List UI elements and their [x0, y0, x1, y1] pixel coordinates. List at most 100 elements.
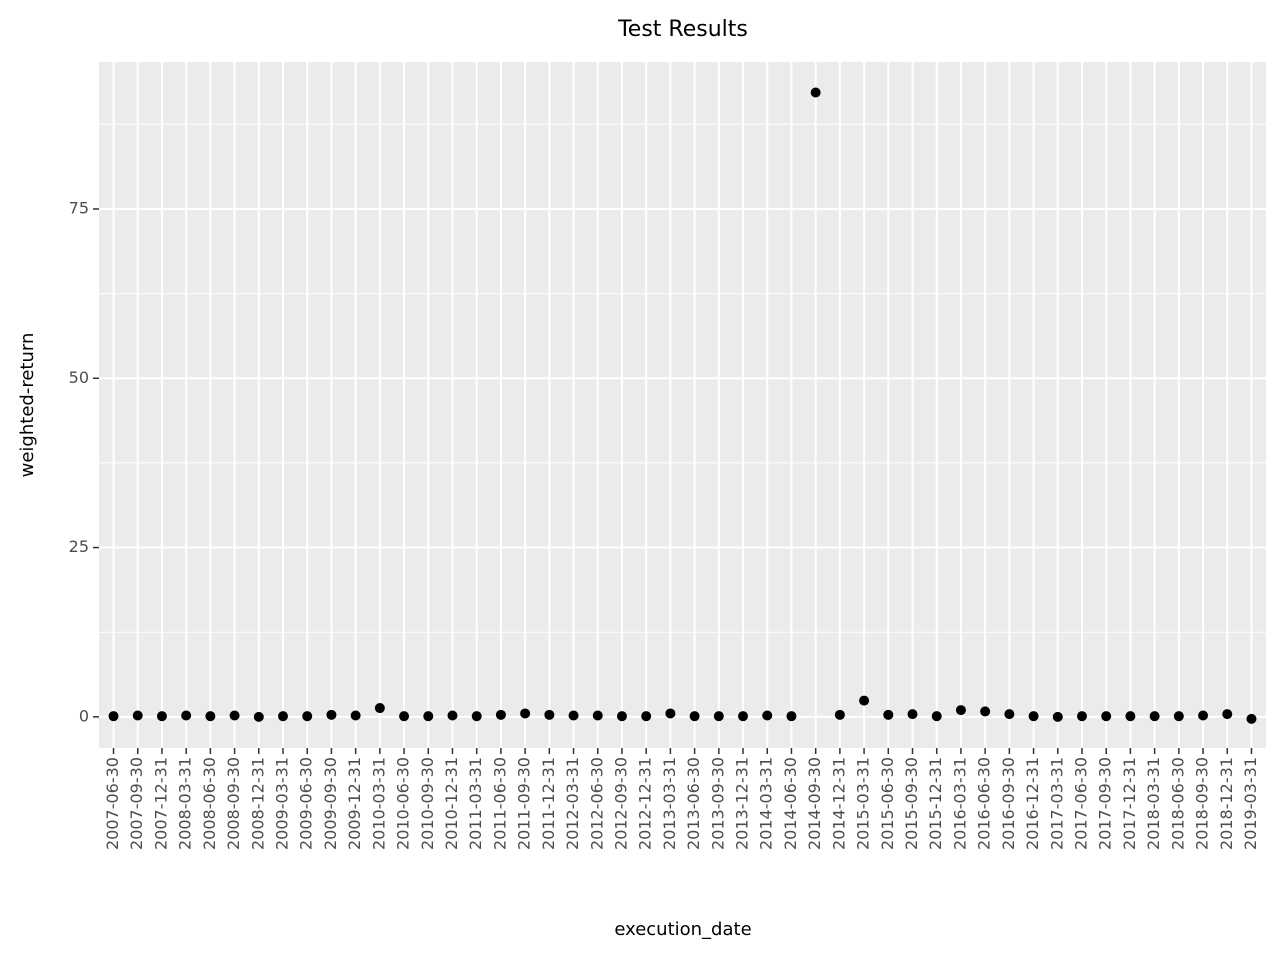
x-tick-label: 2011-03-31: [466, 757, 485, 850]
point: [1125, 711, 1136, 722]
x-tick-label: 2015-06-30: [878, 757, 897, 850]
x-axis-title: execution_date: [614, 919, 751, 940]
point: [1222, 709, 1233, 720]
x-tick-label: 2016-03-31: [950, 757, 969, 850]
point: [786, 711, 797, 722]
x-tick-label: 2012-12-31: [636, 757, 655, 850]
x-tick-label: 2018-09-30: [1193, 757, 1212, 850]
x-tick-label: 2015-09-30: [902, 757, 921, 850]
point: [592, 710, 603, 721]
x-tick-label: 2008-03-31: [176, 757, 195, 850]
y-axis-title: weighted-return: [17, 333, 38, 478]
point: [980, 706, 991, 717]
point: [665, 708, 676, 719]
point: [156, 711, 167, 722]
point: [350, 710, 361, 721]
x-tick-label: 2012-06-30: [587, 757, 606, 850]
x-tick-label: 2011-12-31: [539, 757, 558, 850]
point: [423, 711, 434, 722]
x-tick-label: 2015-12-31: [926, 757, 945, 850]
point: [1246, 713, 1257, 724]
x-tick-label: 2009-12-31: [345, 757, 364, 850]
point: [278, 711, 289, 722]
x-tick-label: 2009-09-30: [321, 757, 340, 850]
point: [955, 705, 966, 716]
point: [883, 709, 894, 720]
point: [1052, 711, 1063, 722]
point: [302, 711, 313, 722]
x-tick-label: 2015-03-31: [854, 757, 873, 850]
x-tick-label: 2013-12-31: [733, 757, 752, 850]
point: [1004, 709, 1015, 720]
x-tick-label: 2013-03-31: [660, 757, 679, 850]
x-tick-label: 2013-09-30: [708, 757, 727, 850]
x-tick-label: 2017-06-30: [1071, 757, 1090, 850]
x-tick-label: 2007-09-30: [127, 757, 146, 850]
point: [229, 710, 240, 721]
x-tick-label: 2008-09-30: [224, 757, 243, 850]
point: [616, 711, 627, 722]
x-tick-label: 2007-12-31: [151, 757, 170, 850]
point: [834, 709, 845, 720]
point: [1149, 711, 1160, 722]
x-tick-label: 2017-12-31: [1120, 757, 1139, 850]
chart-title: Test Results: [617, 17, 748, 42]
x-tick-label: 2010-09-30: [418, 757, 437, 850]
point: [713, 711, 724, 722]
x-tick-label: 2016-06-30: [975, 757, 994, 850]
x-tick-label: 2007-06-30: [103, 757, 122, 850]
x-tick-label: 2014-12-31: [829, 757, 848, 850]
x-tick-label: 2016-09-30: [999, 757, 1018, 850]
point: [568, 710, 579, 721]
x-tick-label: 2010-03-31: [369, 757, 388, 850]
point: [641, 711, 652, 722]
x-tick-label: 2018-06-30: [1168, 757, 1187, 850]
point: [374, 703, 385, 714]
x-tick-label: 2017-09-30: [1096, 757, 1115, 850]
x-tick-label: 2012-03-31: [563, 757, 582, 850]
panel: [99, 62, 1266, 748]
point: [810, 87, 821, 98]
point: [253, 711, 264, 722]
point: [399, 711, 410, 722]
point: [1076, 711, 1087, 722]
point: [447, 710, 458, 721]
x-tick-label: 2018-03-31: [1144, 757, 1163, 850]
point: [907, 709, 918, 720]
x-tick-label: 2014-03-31: [757, 757, 776, 850]
point: [520, 708, 531, 719]
point: [544, 709, 555, 720]
x-tick-label: 2010-06-30: [394, 757, 413, 850]
x-tick-label: 2016-12-31: [1023, 757, 1042, 850]
point: [132, 710, 143, 721]
x-tick-label: 2008-12-31: [248, 757, 267, 850]
x-tick-label: 2018-12-31: [1217, 757, 1236, 850]
point: [762, 710, 773, 721]
point: [1101, 711, 1112, 722]
y-tick-label: 25: [69, 537, 89, 556]
point: [1198, 710, 1209, 721]
x-tick-label: 2009-06-30: [297, 757, 316, 850]
x-tick-label: 2008-06-30: [200, 757, 219, 850]
point: [205, 711, 216, 722]
x-tick-label: 2017-03-31: [1047, 757, 1066, 850]
y-tick-label: 50: [69, 368, 89, 387]
x-tick-label: 2014-09-30: [805, 757, 824, 850]
point: [931, 711, 942, 722]
x-tick-label: 2019-03-31: [1241, 757, 1260, 850]
y-tick-label: 0: [79, 706, 89, 725]
point: [495, 709, 506, 720]
x-tick-label: 2009-03-31: [273, 757, 292, 850]
y-tick-label: 75: [69, 198, 89, 217]
point: [108, 711, 119, 722]
point: [1028, 711, 1039, 722]
point: [326, 709, 337, 720]
x-tick-label: 2011-09-30: [515, 757, 534, 850]
x-tick-label: 2010-12-31: [442, 757, 461, 850]
point: [1173, 711, 1184, 722]
point: [859, 695, 870, 706]
point: [689, 711, 700, 722]
x-tick-label: 2013-06-30: [684, 757, 703, 850]
